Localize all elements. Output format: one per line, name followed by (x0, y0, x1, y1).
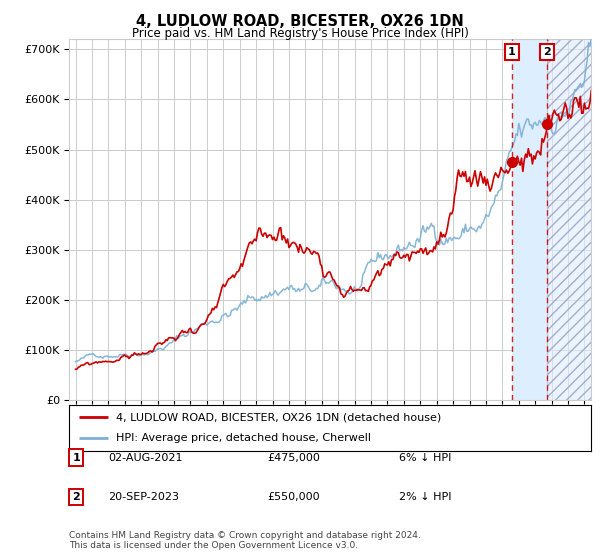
Bar (547, 39, 591, 400)
Text: 4, LUDLOW ROAD, BICESTER, OX26 1DN: 4, LUDLOW ROAD, BICESTER, OX26 1DN (136, 14, 464, 29)
Text: 2: 2 (73, 492, 80, 502)
Text: 6% ↓ HPI: 6% ↓ HPI (399, 452, 451, 463)
Text: 02-AUG-2021: 02-AUG-2021 (108, 452, 182, 463)
Text: 20-SEP-2023: 20-SEP-2023 (108, 492, 179, 502)
Text: 2% ↓ HPI: 2% ↓ HPI (399, 492, 452, 502)
Bar (547, 39, 591, 400)
Text: Price paid vs. HM Land Registry's House Price Index (HPI): Price paid vs. HM Land Registry's House … (131, 27, 469, 40)
Text: 1: 1 (508, 46, 516, 57)
Text: HPI: Average price, detached house, Cherwell: HPI: Average price, detached house, Cher… (116, 433, 371, 444)
Text: £550,000: £550,000 (267, 492, 320, 502)
Bar (512, 39, 547, 400)
Text: Contains HM Land Registry data © Crown copyright and database right 2024.
This d: Contains HM Land Registry data © Crown c… (69, 530, 421, 550)
Text: 4, LUDLOW ROAD, BICESTER, OX26 1DN (detached house): 4, LUDLOW ROAD, BICESTER, OX26 1DN (deta… (116, 412, 441, 422)
Text: 1: 1 (73, 452, 80, 463)
Text: £475,000: £475,000 (267, 452, 320, 463)
Text: 2: 2 (543, 46, 551, 57)
